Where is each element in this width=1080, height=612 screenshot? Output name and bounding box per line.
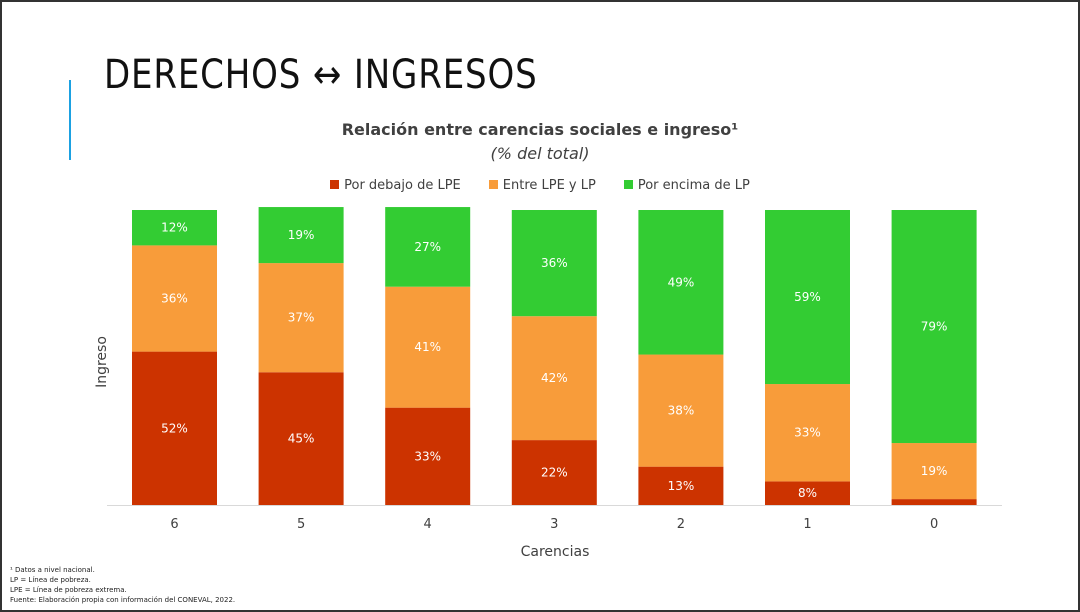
x-axis-title: Carencias: [521, 544, 590, 560]
legend-swatch: [623, 180, 633, 189]
bar-segment: [132, 351, 217, 505]
bar-segment: [891, 443, 977, 500]
data-label: 33%: [414, 449, 441, 463]
footnote: LP = Línea de pobreza.: [10, 576, 91, 584]
data-label: 38%: [668, 404, 695, 418]
data-label: 27%: [414, 240, 441, 254]
bar-segment: [511, 440, 597, 505]
legend-swatch: [330, 180, 340, 189]
legend: Por debajo de LPE Entre LPE y LP Por encim…: [2, 178, 1078, 193]
data-label: 12%: [161, 221, 188, 235]
x-tick-label: 5: [297, 517, 305, 532]
bar-segment: [638, 466, 724, 505]
data-label: 19%: [921, 464, 948, 478]
bar-segment: [385, 407, 471, 505]
data-label: 19%: [288, 228, 315, 242]
data-label: 33%: [794, 426, 821, 440]
x-tick-label: 0: [930, 517, 938, 532]
legend-item: Entre LPE y LP: [488, 178, 596, 193]
bar-segment: [132, 210, 217, 246]
data-label: 49%: [668, 275, 695, 289]
data-label: 79%: [921, 320, 948, 334]
legend-swatch: [488, 180, 498, 189]
data-label: 59%: [794, 290, 821, 304]
bar-segment: [258, 372, 344, 505]
legend-item: Por encima de LP: [623, 178, 750, 193]
bar-segment: [765, 210, 850, 385]
footnotes: ¹ Datos a nivel nacional. LP = Línea de …: [10, 565, 235, 605]
data-label: 13%: [668, 479, 695, 493]
data-label: 41%: [414, 340, 441, 354]
bar-segment: [132, 245, 217, 352]
data-label: 36%: [541, 256, 568, 270]
data-label: 36%: [161, 292, 188, 306]
bar-segment: [638, 354, 724, 467]
chart-title: Relación entre carencias sociales e ingr…: [341, 120, 739, 139]
bar-segment: [891, 210, 977, 444]
bar-segment: [258, 207, 344, 264]
bar-segment: [891, 499, 977, 505]
data-label: 42%: [541, 371, 568, 385]
x-tick-label: 1: [803, 517, 811, 532]
bar-segment: [258, 263, 344, 373]
bar-segment: [385, 207, 471, 287]
x-tick-label: 6: [170, 517, 178, 532]
footnote: ¹ Datos a nivel nacional.: [10, 566, 95, 574]
legend-item: Por debajo de LPE: [330, 178, 461, 193]
footnote: LPE = Línea de pobreza extrema.: [10, 586, 127, 594]
chart-subtitle: (% del total): [490, 144, 590, 163]
bar-segment: [511, 210, 597, 317]
data-label: 52%: [161, 421, 188, 435]
bar-segment: [385, 286, 471, 408]
bar-segment: [765, 384, 850, 482]
accent-line: [69, 80, 71, 160]
legend-label: Por encima de LP: [637, 178, 750, 193]
data-label: 22%: [541, 466, 568, 480]
x-tick-label: 2: [677, 517, 685, 532]
slide-title: DERECHOS ↔ INGRESOS: [104, 52, 538, 98]
x-tick-label: 3: [550, 517, 558, 532]
legend-label: Por debajo de LPE: [344, 178, 461, 193]
bar-segment: [511, 316, 597, 441]
bar-segment: [638, 210, 724, 355]
x-tick-label: 4: [424, 517, 432, 532]
footnote: Fuente: Elaboración propia con informaci…: [10, 596, 236, 604]
bar-segment: [765, 481, 850, 505]
legend-label: Entre LPE y LP: [502, 178, 596, 193]
data-label: 37%: [288, 311, 315, 325]
data-label: 8%: [798, 486, 817, 500]
data-label: 45%: [288, 432, 315, 446]
y-axis-title: Ingreso: [94, 336, 110, 388]
